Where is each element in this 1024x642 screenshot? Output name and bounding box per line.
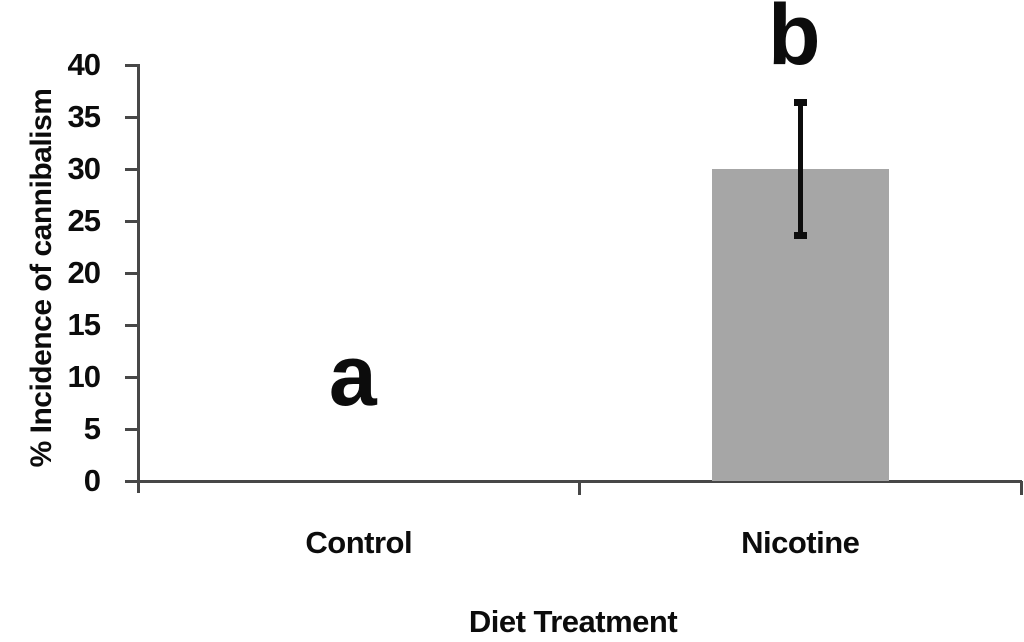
y-tick-mark: [125, 271, 138, 275]
y-tick-mark: [125, 219, 138, 223]
y-tick-label: 10: [67, 359, 101, 394]
category-label-control: Control: [305, 525, 413, 560]
y-tick-label: 30: [67, 151, 101, 186]
y-tick-label: 20: [67, 255, 101, 290]
x-tick-mark: [578, 481, 581, 495]
significance-letter-a: a: [328, 327, 377, 424]
x-axis-title: Diet Treatment: [468, 604, 678, 639]
error-bar-line: [797, 102, 803, 235]
significance-letter-b: b: [767, 0, 821, 83]
y-tick-mark: [125, 167, 138, 171]
error-bar-cap-bottom: [793, 231, 807, 239]
y-axis-line: [136, 64, 140, 493]
y-tick-mark: [125, 115, 138, 119]
y-tick-label: 0: [83, 463, 101, 498]
category-label-nicotine: Nicotine: [741, 525, 860, 560]
y-tick-mark: [125, 375, 138, 379]
y-tick-label: 35: [67, 99, 101, 134]
y-tick-mark: [125, 427, 138, 431]
x-axis-line: [125, 479, 1022, 483]
y-tick-mark: [125, 63, 138, 67]
y-tick-label: 25: [67, 203, 101, 238]
y-tick-label: 5: [83, 411, 101, 446]
y-tick-label: 15: [67, 307, 101, 342]
y-tick-label: 40: [67, 47, 101, 82]
y-tick-mark: [125, 323, 138, 327]
error-bar-cap-top: [793, 99, 807, 107]
x-tick-mark: [1019, 481, 1023, 495]
